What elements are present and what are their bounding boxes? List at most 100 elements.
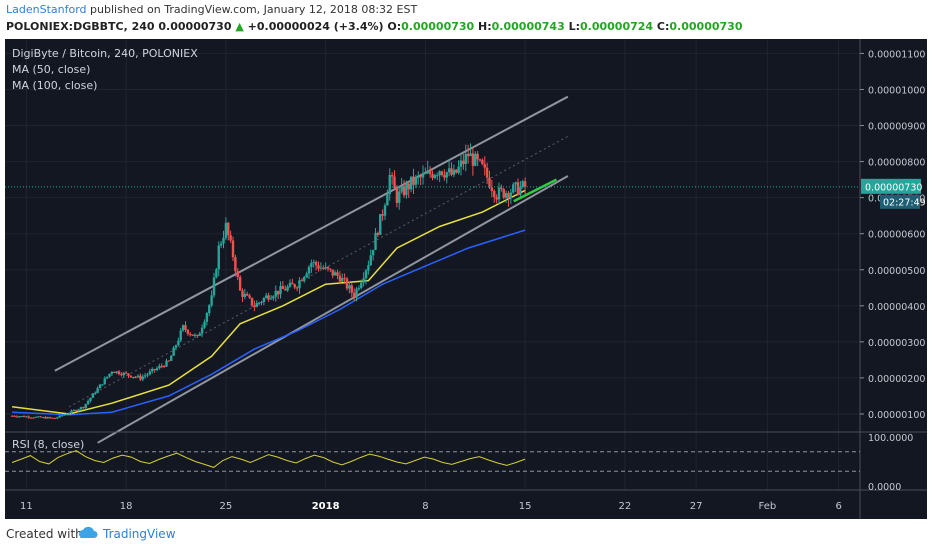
candle-down [129, 375, 133, 378]
candle-down [53, 417, 57, 419]
channel-layer [54, 95, 569, 444]
candle-down [483, 164, 486, 168]
symbol-label: POLONIEX:DGBBTC, 240 [6, 20, 155, 33]
candle-up [110, 371, 114, 374]
candle-down [231, 240, 235, 258]
candle-up [63, 414, 66, 416]
candle-down [502, 189, 505, 198]
candle-down [412, 176, 415, 185]
candle-down [471, 153, 475, 166]
candle-up [243, 294, 247, 297]
candle-down [284, 288, 287, 291]
candle-up [424, 173, 427, 175]
candle-down [191, 334, 194, 336]
y-tick-label: 0.00000300 [868, 338, 925, 349]
candle-up [464, 153, 467, 164]
candle-up [208, 305, 211, 314]
candle-up [96, 388, 99, 393]
tradingview-cloud-icon [78, 525, 100, 545]
candle-down [120, 374, 123, 376]
candle-up [519, 186, 522, 195]
candle-up [103, 378, 106, 385]
price-chart[interactable]: 0.00001100 0.00001000 0.00000900 0.00000800… [5, 39, 927, 519]
candle-down [246, 294, 249, 296]
candle-up [310, 262, 313, 268]
candle-up [224, 222, 228, 238]
candle-up [219, 243, 223, 246]
candle-down [516, 182, 520, 195]
high-label: H: [478, 20, 492, 33]
candle-up [474, 153, 477, 166]
candle-up [364, 270, 368, 279]
candle-up [72, 410, 76, 412]
candle-down [39, 416, 42, 418]
candle-up [421, 173, 425, 178]
y-tick-label: 0.00000200 [868, 374, 925, 385]
candle-down [51, 417, 54, 419]
open-value: 0.00000730 [401, 20, 475, 33]
candle-down [276, 290, 280, 295]
candle-down [485, 167, 489, 178]
candle-up [155, 368, 159, 371]
author-link[interactable]: LadenStanford [6, 3, 87, 16]
overlay-layer [5, 178, 860, 203]
footer: Created with TradingView [0, 519, 932, 550]
tradingview-link[interactable]: TradingView [103, 527, 176, 541]
candle-down [462, 160, 465, 164]
candle-down [48, 417, 52, 419]
candle-up [409, 176, 413, 190]
open-label: O: [387, 20, 402, 33]
candle-up [203, 321, 206, 328]
chart-title: DigiByte / Bitcoin, 240, POLONIEX [12, 47, 198, 60]
candle-down [419, 176, 422, 178]
candle-down [402, 186, 406, 196]
channel-upper-line [54, 95, 569, 372]
candle-down [481, 159, 484, 165]
candle-down [127, 373, 130, 376]
candle-up [386, 194, 389, 206]
candle-up [91, 393, 95, 398]
candle-down [443, 175, 446, 178]
candle-up [148, 371, 152, 375]
candle-up [205, 313, 209, 322]
candle-down [248, 295, 251, 298]
candle-down [117, 371, 121, 375]
x-tick-label: 2018 [312, 501, 340, 512]
candle-up [305, 273, 308, 277]
chart-area[interactable]: 0.00001100 0.00001000 0.00000900 0.00000800… [5, 39, 927, 519]
candle-up [303, 276, 306, 281]
candle-down [44, 417, 47, 419]
y-tick-label: 0.00000900 [868, 122, 925, 133]
candle-up [298, 280, 301, 289]
candle-up [447, 168, 451, 173]
candle-down [490, 187, 494, 192]
candle-down [317, 265, 320, 269]
candle-down [390, 175, 394, 177]
candle-down [186, 329, 190, 334]
candle-down [241, 290, 244, 297]
candle-up [262, 298, 266, 303]
low-label: L: [568, 20, 580, 33]
y-tick-label: 0.00000400 [868, 302, 925, 313]
y-tick-label: 0.00000500 [868, 266, 925, 277]
candle-down [343, 278, 346, 280]
symbol-line: POLONIEX:DGBBTC, 240 0.00000730 ▲ +0.000… [6, 20, 742, 33]
x-tick-label: Feb [759, 501, 777, 512]
current-price-badge [861, 178, 921, 194]
candle-up [521, 181, 524, 187]
close-label: C: [656, 20, 670, 33]
candle-up [122, 372, 125, 376]
candle-up [67, 413, 71, 415]
candle-layer [10, 143, 527, 420]
candle-down [407, 183, 410, 190]
candle-up [279, 286, 282, 295]
candle-down [523, 181, 527, 187]
high-value: 0.00000743 [491, 20, 565, 33]
y-tick-label: 0.00001100 [868, 49, 925, 60]
candle-down [236, 271, 239, 278]
candle-up [383, 205, 387, 216]
candle-up [417, 176, 420, 178]
candle-down [234, 257, 237, 272]
ma50-legend: MA (50, close) [12, 63, 90, 76]
candle-up [459, 160, 463, 167]
